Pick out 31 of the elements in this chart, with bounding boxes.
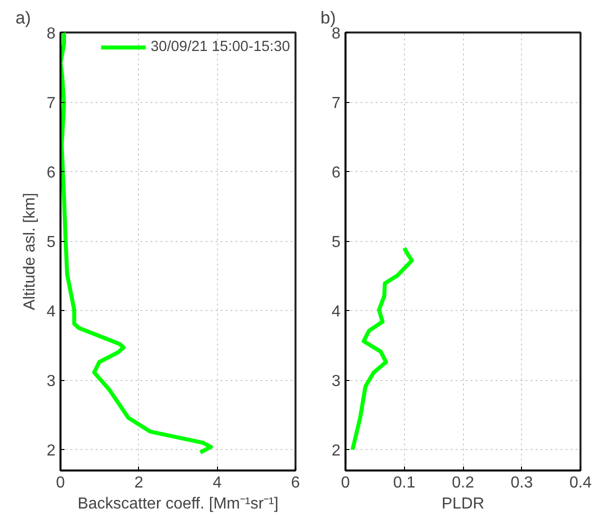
y-tick-label: 8 [46,26,56,42]
x-tick-label: 0.2 [452,474,474,492]
y-tick-label: 2 [332,442,341,460]
x-tick-label: 2 [134,474,144,492]
x-tick-label: 0 [341,474,350,492]
line-series [60,32,213,454]
x-tick-label: 4 [212,474,222,492]
y-tick-label: 8 [332,26,341,42]
chart-title: a) [16,8,31,28]
line-series [350,246,414,452]
y-tick-label: 6 [46,164,56,182]
y-tick-label: 4 [332,304,341,321]
y-tick-label: 5 [332,234,341,252]
y-tick-label: 3 [46,373,56,390]
y-tick-label: 5 [46,234,56,252]
x-tick-label: 6 [291,474,300,492]
x-tick-label: 0 [56,474,66,492]
y-tick-label: 2 [46,442,56,460]
x-tick-label: 0.1 [393,474,416,492]
y-axis-title: Altitude asl. [km] [22,192,39,310]
y-tick-label: 6 [332,164,341,182]
x-tick-label: 0.3 [510,474,533,492]
chart-title: b) [320,8,336,28]
x-axis-title: Backscatter coeff. [Mm⁻¹sr⁻¹] [78,496,278,512]
y-tick-label: 4 [46,304,56,321]
x-tick-label: 0.4 [569,474,592,492]
y-tick-label: 7 [46,95,56,112]
x-axis-title: PLDR [442,496,484,512]
y-tick-label: 7 [332,95,341,112]
legend-label: 30/09/21 15:00-15:30 [150,39,290,55]
y-tick-label: 3 [332,373,341,390]
